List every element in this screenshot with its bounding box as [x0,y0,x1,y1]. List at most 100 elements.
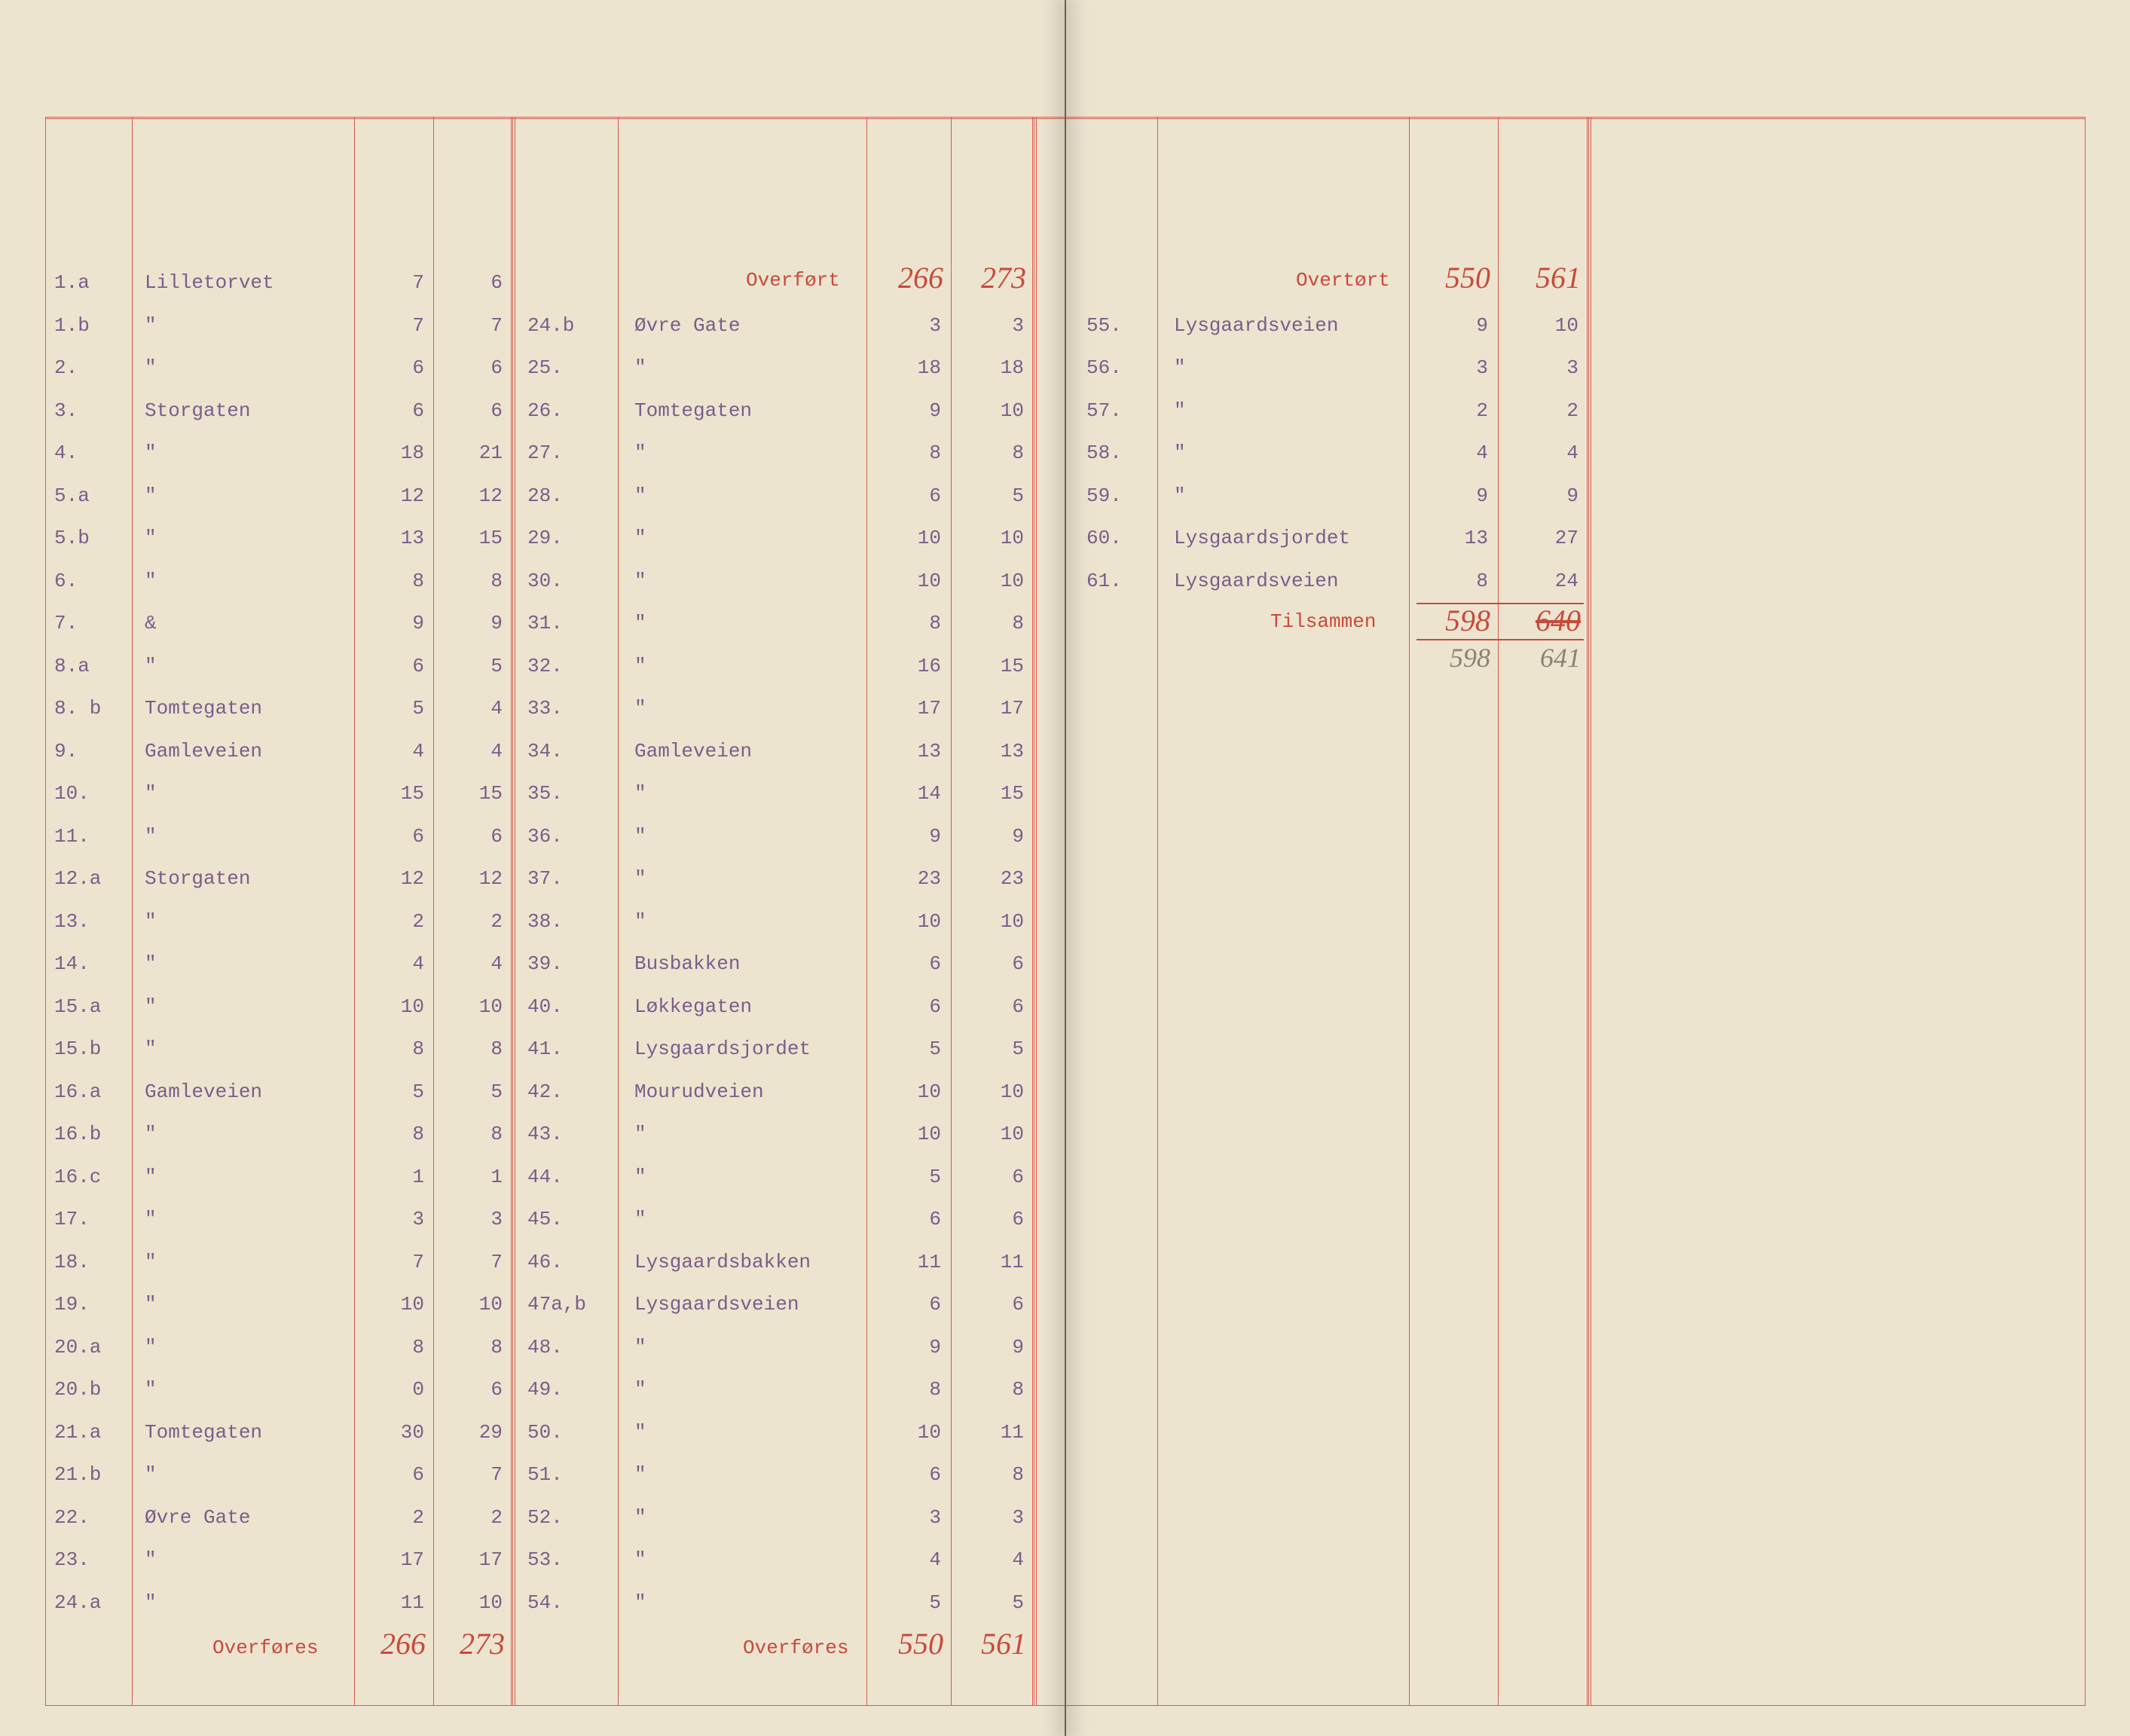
rowB-id: 43. [527,1123,563,1145]
overfort-label-c: Overtørt [1296,269,1390,292]
rowA-v1: 8 [368,1336,424,1359]
rowA-id: 9. [54,740,78,763]
rowB-v1: 6 [885,1463,941,1486]
rowB-name: " [634,825,646,848]
tilsammen-v2-struck: 640 [1520,603,1581,638]
rowA-v2: 10 [446,1293,503,1316]
rowB-v1: 6 [885,995,941,1018]
overfores-b-v1: 550 [883,1626,943,1661]
rowB-name: Lysgaardsbakken [634,1251,811,1273]
rowA-name: " [145,314,157,337]
vrule [354,117,355,1706]
rowB-name: Busbakken [634,952,740,975]
rowC-name: " [1174,399,1186,422]
rowA-name: " [145,1293,157,1316]
rowA-v1: 3 [368,1208,424,1230]
rowA-name: " [145,442,157,464]
ledger-spread: Overført 266 273 Overtørt 550 561 1.aLil… [0,0,2130,1736]
rowB-v2: 10 [967,527,1024,549]
rowA-id: 15.b [54,1038,101,1060]
rowB-v1: 3 [885,314,941,337]
book-spine [1065,0,1066,1736]
rowA-id: 8. b [54,697,101,720]
rowB-id: 51. [527,1463,563,1486]
vrule [132,117,133,1706]
rowA-v1: 8 [368,1123,424,1145]
rowA-v1: 8 [368,1038,424,1060]
rowB-id: 49. [527,1378,563,1401]
rowA-v1: 2 [368,910,424,933]
rowB-v2: 6 [967,1166,1024,1188]
rowA-v1: 6 [368,1463,424,1486]
rowB-id: 31. [527,612,563,634]
rowB-v1: 10 [885,1123,941,1145]
rowB-v2: 6 [967,1293,1024,1316]
rowB-v1: 8 [885,442,941,464]
rowB-v1: 23 [885,867,941,890]
rowC-v1: 9 [1432,484,1488,507]
rowB-id: 39. [527,952,563,975]
rowA-v2: 17 [446,1548,503,1571]
vrule [433,117,434,1706]
vrule [1157,117,1158,1706]
rowB-v1: 17 [885,697,941,720]
rowA-id: 16.c [54,1166,101,1188]
rowA-id: 7. [54,612,78,634]
rowB-name: " [634,1548,646,1571]
rowA-id: 4. [54,442,78,464]
rowB-name: " [634,1506,646,1529]
rowA-v2: 5 [446,1080,503,1103]
rowB-name: Lysgaardsjordet [634,1038,811,1060]
rowA-id: 14. [54,952,90,975]
rowA-v1: 7 [368,271,424,294]
rowB-id: 33. [527,697,563,720]
rowA-v2: 6 [446,399,503,422]
rowB-v1: 10 [885,527,941,549]
rowC-name: " [1174,484,1186,507]
rowB-v1: 9 [885,399,941,422]
rowA-name: " [145,527,157,549]
overfort-c-v1: 550 [1430,260,1490,295]
rowB-v2: 10 [967,399,1024,422]
overfort-c-v2: 561 [1520,260,1581,295]
rowC-v2: 2 [1522,399,1578,422]
rowA-id: 3. [54,399,78,422]
rowB-id: 50. [527,1421,563,1444]
vrule [2085,117,2086,1706]
rowB-v1: 6 [885,1293,941,1316]
rowC-id: 56. [1086,356,1122,379]
rowC-name: Lysgaardsveien [1174,314,1338,337]
rowB-id: 32. [527,655,563,677]
rowA-id: 16.a [54,1080,101,1103]
rowB-v2: 10 [967,1080,1024,1103]
rowA-id: 12.a [54,867,101,890]
rowA-v1: 12 [368,484,424,507]
rowB-v2: 23 [967,867,1024,890]
rowB-id: 29. [527,527,563,549]
rowB-name: " [634,1123,646,1145]
rowB-v1: 8 [885,612,941,634]
rowA-id: 8.a [54,655,90,677]
rowB-v2: 11 [967,1421,1024,1444]
rowA-id: 1.b [54,314,90,337]
overfort-label-b: Overført [746,269,840,292]
rowB-name: " [634,442,646,464]
rowC-id: 59. [1086,484,1122,507]
rowB-v2: 6 [967,952,1024,975]
rowB-v2: 5 [967,1038,1024,1060]
rowA-name: Tomtegaten [145,697,262,720]
rowA-name: Øvre Gate [145,1506,250,1529]
vrule [45,117,46,1706]
rowA-id: 10. [54,782,90,805]
rowA-v2: 4 [446,697,503,720]
rowB-v2: 6 [967,995,1024,1018]
rowA-v2: 1 [446,1166,503,1188]
rowA-name: " [145,570,157,592]
rowB-v2: 3 [967,314,1024,337]
rowA-v1: 6 [368,356,424,379]
rowB-name: " [634,1208,646,1230]
rowA-v2: 10 [446,1591,503,1614]
rowA-v2: 12 [446,484,503,507]
rowB-v2: 5 [967,1591,1024,1614]
rowC-v2: 4 [1522,442,1578,464]
